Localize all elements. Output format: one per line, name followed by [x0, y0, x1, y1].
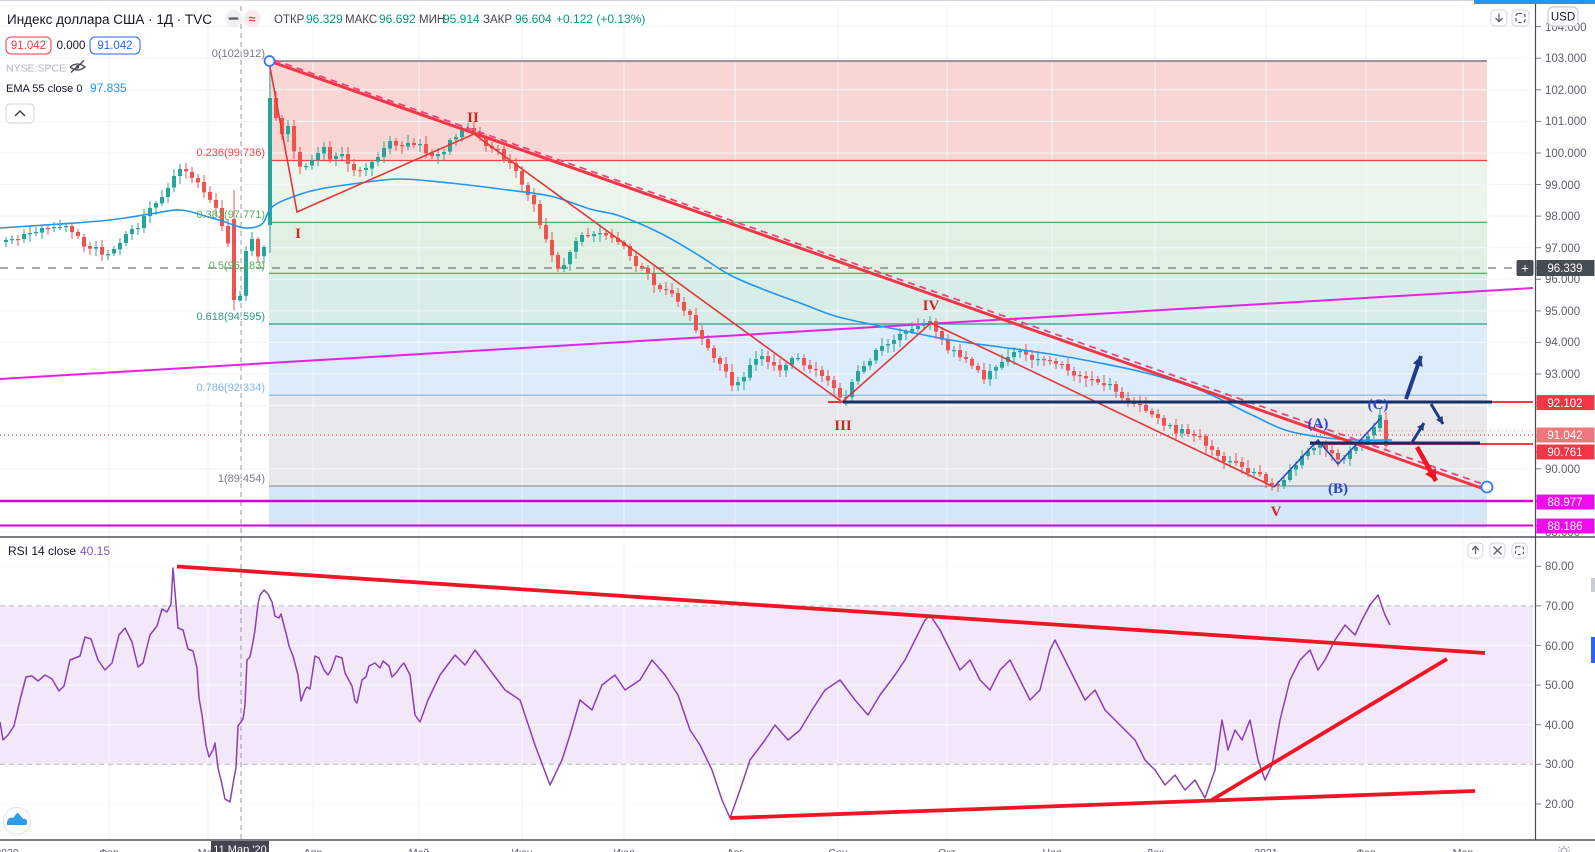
svg-text:40.00: 40.00: [1545, 720, 1574, 732]
svg-text:Мар: Мар: [198, 847, 219, 852]
svg-text:(B): (B): [1328, 481, 1348, 497]
svg-text:IV: IV: [923, 298, 940, 314]
svg-text:+: +: [1521, 261, 1529, 276]
svg-text:+0.122 (+0.13%): +0.122 (+0.13%): [556, 12, 645, 26]
svg-text:Июл: Июл: [613, 847, 634, 852]
svg-text:90.761: 90.761: [1547, 447, 1582, 459]
svg-text:95.000: 95.000: [1545, 306, 1580, 318]
svg-text:11 Мар '20: 11 Мар '20: [213, 844, 266, 852]
svg-text:97.000: 97.000: [1545, 243, 1580, 255]
svg-text:Май: Май: [409, 847, 430, 852]
svg-text:60.00: 60.00: [1545, 641, 1574, 653]
svg-text:USD: USD: [1551, 12, 1575, 24]
svg-text:EMA 55 close 0: EMA 55 close 0: [6, 83, 82, 95]
svg-text:2020: 2020: [0, 847, 19, 852]
svg-text:94.000: 94.000: [1545, 337, 1580, 349]
svg-text:RSI 14 close: RSI 14 close: [8, 544, 76, 558]
svg-text:NYSE:SPCE: NYSE:SPCE: [6, 63, 66, 75]
svg-text:91.042: 91.042: [97, 40, 132, 52]
svg-text:95.914: 95.914: [443, 12, 480, 26]
svg-text:0.618(94.595): 0.618(94.595): [197, 311, 266, 323]
svg-text:МИН: МИН: [419, 14, 445, 26]
svg-text:91.042: 91.042: [1547, 430, 1582, 442]
svg-text:Мар: Мар: [1453, 847, 1474, 852]
svg-text:0(102.912): 0(102.912): [212, 48, 265, 60]
svg-text:96.604: 96.604: [515, 12, 552, 26]
svg-text:20.00: 20.00: [1545, 799, 1574, 811]
svg-text:92.102: 92.102: [1547, 398, 1582, 410]
svg-text:III: III: [834, 418, 852, 434]
svg-text:99.000: 99.000: [1545, 180, 1580, 192]
svg-text:98.000: 98.000: [1545, 211, 1580, 223]
svg-text:97.835: 97.835: [90, 81, 127, 95]
svg-text:96.692: 96.692: [379, 12, 416, 26]
svg-text:91.042: 91.042: [11, 40, 46, 52]
svg-text:(C): (C): [1368, 397, 1389, 413]
svg-text:90.000: 90.000: [1545, 464, 1580, 476]
svg-text:0.786(92.334): 0.786(92.334): [197, 382, 266, 394]
svg-text:102.000: 102.000: [1545, 85, 1587, 97]
svg-text:88.186: 88.186: [1547, 521, 1582, 533]
svg-text:II: II: [467, 110, 479, 126]
svg-text:0.382(97.771): 0.382(97.771): [197, 209, 266, 221]
svg-text:0.236(99.736): 0.236(99.736): [197, 147, 266, 159]
svg-text:93.000: 93.000: [1545, 369, 1580, 381]
svg-text:ЗАКР: ЗАКР: [483, 14, 512, 26]
svg-text:30.00: 30.00: [1545, 759, 1574, 771]
svg-text:Апр: Апр: [304, 847, 323, 852]
svg-text:96.329: 96.329: [306, 12, 343, 26]
svg-text:70.00: 70.00: [1545, 601, 1574, 613]
svg-text:0.5(96.183): 0.5(96.183): [209, 260, 265, 272]
svg-text:Сен: Сен: [828, 847, 847, 852]
svg-text:96.000: 96.000: [1545, 274, 1580, 286]
svg-text:100.000: 100.000: [1545, 148, 1587, 160]
svg-text:Фев: Фев: [1356, 847, 1376, 852]
svg-text:50.00: 50.00: [1545, 680, 1574, 692]
svg-text:1(89.454): 1(89.454): [218, 473, 265, 485]
svg-text:I: I: [295, 226, 301, 242]
svg-text:ОТКР: ОТКР: [274, 14, 305, 26]
svg-text:(A): (A): [1308, 416, 1329, 432]
svg-text:88.977: 88.977: [1547, 497, 1582, 509]
svg-text:101.000: 101.000: [1545, 116, 1587, 128]
svg-text:МАКС: МАКС: [345, 14, 377, 26]
svg-text:Дек: Дек: [1146, 847, 1164, 852]
svg-text:V: V: [1271, 504, 1282, 520]
svg-text:40.15: 40.15: [80, 544, 110, 558]
svg-text:Авг: Авг: [727, 847, 744, 852]
svg-text:80.00: 80.00: [1545, 561, 1574, 573]
svg-text:Июн: Июн: [511, 847, 532, 852]
svg-text:Ноя: Ноя: [1042, 847, 1061, 852]
svg-text:Индекс доллара США · 1Д · TVC: Индекс доллара США · 1Д · TVC: [7, 12, 212, 27]
svg-text:103.000: 103.000: [1545, 53, 1587, 65]
svg-text:0.000: 0.000: [57, 40, 86, 52]
svg-text:Окт: Окт: [938, 847, 956, 852]
svg-text:96.339: 96.339: [1547, 263, 1582, 275]
svg-text:2021: 2021: [1254, 847, 1278, 852]
svg-text:≈: ≈: [249, 12, 256, 26]
svg-text:Фев: Фев: [99, 847, 119, 852]
